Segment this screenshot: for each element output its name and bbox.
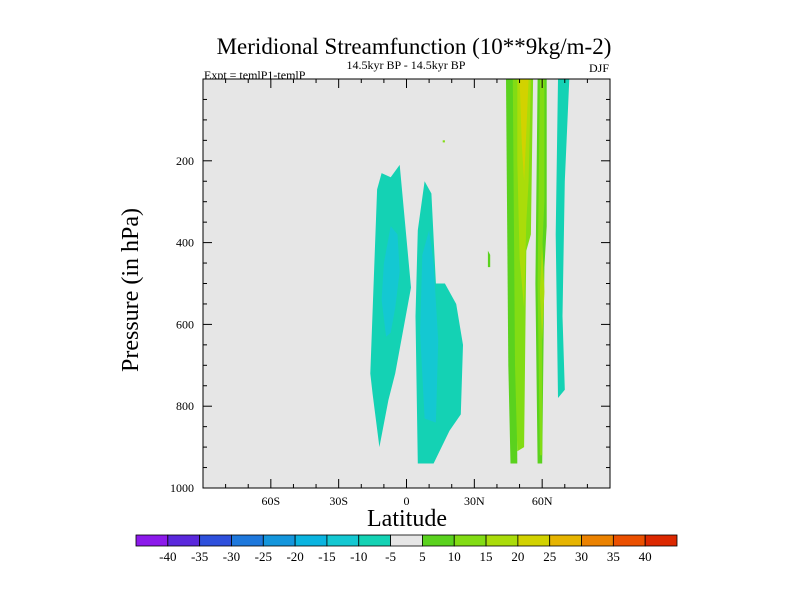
- contour-tiny-positive-dot: [442, 140, 445, 143]
- axes: 60S 30S 0 30N 60N 200 400 600 800 1000: [170, 79, 610, 508]
- colorbar-label: -30: [223, 549, 240, 564]
- colorbar-swatch: [453, 534, 487, 547]
- contour-negative-cell-southern-inner: [381, 226, 400, 337]
- colorbar-label: 30: [575, 549, 588, 564]
- colorbar-label: -25: [255, 549, 272, 564]
- x-tick-label: 60S: [261, 494, 280, 508]
- contour-positive-column-peak: [519, 79, 529, 182]
- right-subtitle: DJF: [589, 61, 609, 75]
- colorbar-swatch: [167, 534, 201, 547]
- colorbar-swatch: [549, 534, 582, 547]
- y-tick-label: 400: [176, 236, 194, 250]
- y-tick-label: 600: [176, 317, 194, 331]
- contour-positive-column-inner: [517, 79, 531, 308]
- contour-positive-column-east-edge: [539, 242, 545, 341]
- center-subtitle: 14.5kyr BP - 14.5kyr BP: [347, 58, 466, 72]
- colorbar-label: 5: [419, 549, 426, 564]
- chart-title: Meridional Streamfunction (10**9kg/m-2): [217, 34, 612, 59]
- colorbar-label: 40: [639, 549, 652, 564]
- colorbar-label: -5: [385, 549, 396, 564]
- colorbar-label: -10: [350, 549, 367, 564]
- colorbar-label: -40: [159, 549, 176, 564]
- y-tick-label: 200: [176, 154, 194, 168]
- colorbar-swatch: [390, 534, 423, 547]
- contour-regions: [370, 79, 570, 464]
- x-tick-label: 30N: [464, 494, 485, 508]
- colorbar-swatch: [358, 534, 391, 547]
- x-tick-label: 0: [404, 494, 410, 508]
- colorbar-swatch: [262, 534, 296, 547]
- colorbar-label: 25: [543, 549, 556, 564]
- contour-small-positive-patch: [487, 250, 491, 268]
- colorbar-label: 15: [480, 549, 493, 564]
- colorbar-swatch: [485, 534, 519, 547]
- colorbar-label: -20: [286, 549, 303, 564]
- contour-negative-cell-northern-inner: [420, 230, 439, 423]
- contour-positive-column-east-inner: [537, 79, 545, 456]
- colorbar-label: -15: [318, 549, 335, 564]
- colorbar-swatch: [644, 534, 678, 547]
- x-tick-label: 60N: [532, 494, 553, 508]
- colorbar-swatch: [517, 534, 551, 547]
- colorbar-label: -35: [191, 549, 208, 564]
- colorbar-swatch: [294, 534, 328, 547]
- colorbar-swatch: [199, 534, 232, 547]
- y-tick-label: 800: [176, 399, 194, 413]
- colorbar-label: 35: [607, 549, 620, 564]
- colorbar-label: 10: [448, 549, 461, 564]
- colorbar-swatch: [581, 534, 614, 547]
- y-tick-label: 1000: [170, 481, 194, 495]
- x-axis-label: Latitude: [367, 506, 447, 532]
- y-axis-label: Pressure (in hPa): [118, 208, 144, 372]
- colorbar-swatch: [422, 534, 455, 547]
- colorbar-swatch: [612, 534, 646, 547]
- colorbar-label: 20: [511, 549, 524, 564]
- x-tick-label: 30S: [329, 494, 348, 508]
- colorbar-swatch: [135, 534, 169, 547]
- contour-negative-column-east: [555, 79, 570, 398]
- colorbar-swatch: [326, 534, 360, 547]
- colorbar: -40 -35 -30 -25 -20 -15 -10 -5 5 10 15 20 25 30 35 40: [135, 534, 678, 564]
- colorbar-swatch: [231, 534, 264, 547]
